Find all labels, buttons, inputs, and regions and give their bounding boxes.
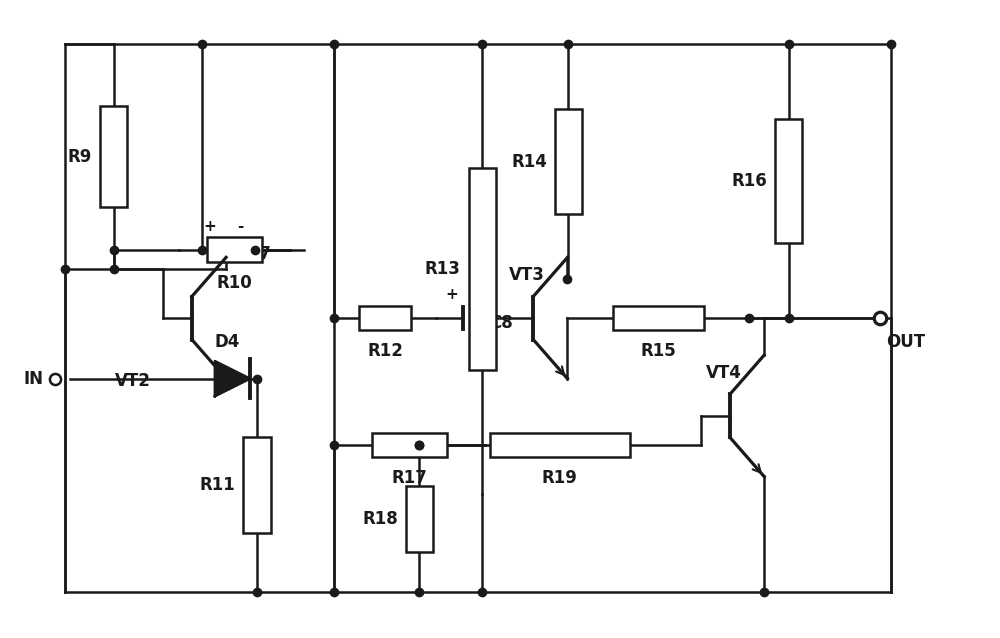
Text: R10: R10 (217, 274, 252, 292)
Text: R11: R11 (200, 477, 235, 494)
Bar (207, 237, 262, 262)
Bar (359, 306, 411, 330)
Text: VT3: VT3 (509, 266, 545, 284)
Text: -: - (479, 287, 485, 302)
Bar (775, 119, 802, 242)
Bar (555, 108, 582, 214)
Text: R18: R18 (362, 510, 398, 528)
Text: R13: R13 (425, 260, 461, 278)
Text: R9: R9 (68, 147, 92, 166)
Text: R15: R15 (641, 342, 676, 360)
Text: C8: C8 (489, 314, 513, 332)
Text: +: + (445, 287, 458, 302)
Bar (406, 486, 433, 552)
Bar (469, 168, 496, 370)
Bar (243, 437, 271, 533)
Text: R17: R17 (392, 469, 427, 487)
Text: D4: D4 (215, 333, 240, 352)
Text: R12: R12 (367, 342, 403, 360)
Text: R16: R16 (731, 172, 767, 190)
Text: VT4: VT4 (705, 364, 741, 382)
Polygon shape (215, 361, 250, 396)
Bar (100, 106, 127, 207)
Bar (490, 433, 630, 457)
Text: VT2: VT2 (115, 372, 151, 390)
Text: R14: R14 (511, 152, 547, 170)
Text: -: - (237, 219, 243, 234)
Text: R19: R19 (542, 469, 578, 487)
Text: +: + (204, 219, 216, 234)
Bar (372, 433, 447, 457)
Text: IN: IN (23, 369, 43, 388)
Text: OUT: OUT (886, 332, 926, 351)
Bar (613, 306, 704, 330)
Text: C7: C7 (247, 246, 271, 263)
